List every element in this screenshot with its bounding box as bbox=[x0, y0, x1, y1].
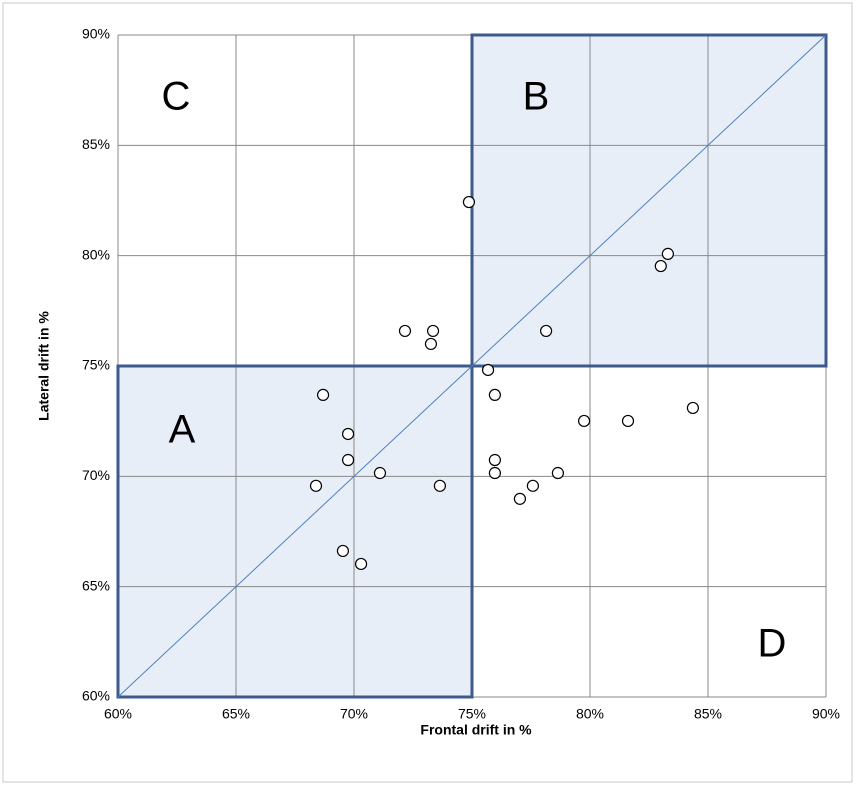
point bbox=[426, 324, 440, 338]
y-tick-label: 90% bbox=[82, 26, 110, 42]
point bbox=[551, 466, 565, 480]
region-outline bbox=[116, 364, 474, 699]
y-tick-label: 70% bbox=[82, 467, 110, 483]
point bbox=[621, 414, 635, 428]
point bbox=[354, 557, 368, 571]
point bbox=[488, 388, 501, 402]
point bbox=[316, 388, 330, 402]
y-tick-label: 65% bbox=[82, 577, 110, 593]
y-tick-label: 80% bbox=[82, 246, 110, 262]
region-label: C bbox=[162, 75, 191, 119]
x-tick-label: 70% bbox=[340, 706, 368, 722]
point bbox=[488, 466, 501, 480]
point bbox=[481, 363, 495, 377]
y-tick-label: 85% bbox=[82, 136, 110, 152]
point bbox=[513, 492, 527, 505]
point bbox=[654, 259, 667, 273]
x-tick-label: 90% bbox=[812, 706, 840, 722]
x-tick-label: 85% bbox=[694, 706, 722, 722]
x-tick-label: 75% bbox=[458, 706, 486, 722]
point bbox=[526, 479, 539, 492]
point bbox=[309, 479, 323, 492]
point bbox=[398, 324, 412, 338]
point bbox=[577, 414, 591, 428]
point bbox=[342, 427, 355, 441]
y-axis-title: Lateral drift in % bbox=[36, 311, 52, 421]
x-tick-label: 65% bbox=[222, 706, 250, 722]
point bbox=[686, 401, 699, 415]
point bbox=[336, 544, 350, 558]
region-label: B bbox=[523, 75, 550, 119]
point bbox=[373, 466, 387, 480]
region-label: D bbox=[758, 622, 787, 666]
point bbox=[488, 453, 501, 467]
point bbox=[433, 479, 447, 492]
region-label: A bbox=[169, 408, 196, 452]
point bbox=[424, 337, 438, 351]
x-tick-label: 80% bbox=[576, 706, 604, 722]
point bbox=[661, 247, 674, 261]
point bbox=[540, 324, 553, 338]
y-tick-label: 75% bbox=[82, 357, 110, 373]
diagonal-line bbox=[117, 34, 827, 698]
point bbox=[462, 195, 476, 209]
x-axis-title: Frontal drift in % bbox=[420, 722, 532, 738]
point bbox=[342, 453, 355, 467]
x-tick-label: 60% bbox=[104, 706, 132, 722]
y-tick-label: 60% bbox=[82, 688, 110, 704]
